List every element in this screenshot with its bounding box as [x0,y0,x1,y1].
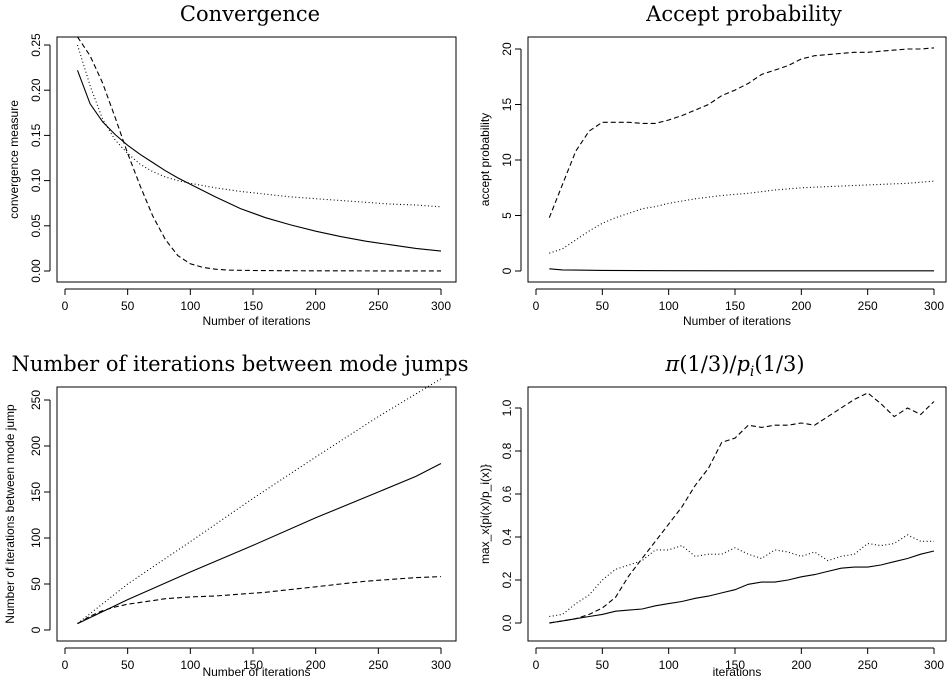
y-tick-label: 150 [29,482,43,502]
x-tick-label: 100 [180,299,200,313]
y-axis-label: convergence measure [7,100,21,219]
y-tick-label: 50 [29,577,43,591]
y-tick-label: 10 [500,153,514,167]
x-tick-label: 100 [659,299,679,313]
x-tick-label: 0 [533,299,540,313]
x-tick-label: 200 [791,299,811,313]
y-axis-label: max_x{pi(x)/p_i(x)} [478,464,492,564]
y-tick-label: 0.4 [500,528,514,545]
series-line-dashed [548,47,935,218]
y-tick-label: 0.15 [29,123,43,147]
x-tick-label: 50 [596,299,610,313]
chart-title: π(1/3)/pi(1/3) [664,352,804,380]
y-tick-label: 0.10 [29,169,43,193]
x-tick-label: 0 [62,658,69,672]
chart-panel-3: Number of iterations between mode jumps 0… [3,352,469,679]
series-line-solid [77,463,442,625]
y-axis-label: accept probability [478,113,492,206]
y-tick-label: 100 [29,528,43,548]
x-tick-label: 300 [431,299,451,313]
x-tick-label: 50 [596,658,610,672]
series-line-solid [76,70,442,252]
x-tick-label: 50 [121,299,135,313]
series-line-solid [549,268,934,272]
x-axis-label: Number of iterations [202,665,310,679]
x-tick-label: 150 [725,299,745,313]
x-tick-label: 250 [858,299,878,313]
y-tick-label: 250 [29,390,43,410]
x-tick-label: 200 [306,299,326,313]
y-tick-label: 0.0 [500,614,514,631]
x-axis-label: Number of iterations [683,314,791,328]
x-tick-label: 200 [791,658,811,672]
y-tick-label: 0.20 [29,78,43,102]
y-tick-label: 0 [29,626,43,633]
series-line-dotted [549,180,935,254]
x-tick-label: 200 [306,658,326,672]
chart-panel-4: π(1/3)/pi(1/3) 0 50 100 150 200 250 300 0.0 0.2 0.… [478,352,947,679]
y-tick-label: 200 [29,436,43,456]
y-axis-label: Number of iterations between mode jump [3,404,17,624]
series-line-solid [549,550,935,624]
y-tick-label: 0.00 [29,259,43,283]
series-line-dotted [549,534,934,618]
x-tick-label: 300 [431,658,451,672]
x-axis-label: iterations [713,665,762,679]
y-tick-label: 20 [500,42,514,56]
series-line-dashed [77,36,441,272]
x-tick-label: 100 [180,658,200,672]
series-line-dotted [77,378,442,625]
y-tick-label: 1.0 [500,399,514,416]
y-tick-label: 0.25 [29,33,43,57]
x-tick-label: 100 [659,658,679,672]
x-tick-label: 300 [924,658,944,672]
plot-frame [56,36,457,283]
chart-title: Convergence [180,2,320,26]
chart-panel-1: Convergence 0 50 100 150 200 250 300 0.00 0.05 0.1… [7,2,457,328]
x-tick-label: 150 [243,299,263,313]
x-tick-label: 150 [243,658,263,672]
plot-frame [56,386,457,642]
x-tick-label: 50 [121,658,135,672]
x-tick-label: 300 [924,299,944,313]
y-tick-label: 15 [500,98,514,112]
x-tick-label: 250 [368,658,388,672]
y-tick-label: 0.8 [500,442,514,459]
y-tick-label: 0.05 [29,214,43,238]
chart-panel-2: Accept probability 0 50 100 150 200 250 300 0 5 10… [478,2,947,328]
plot-frame [527,386,947,642]
x-tick-label: 0 [62,299,69,313]
series-line-dashed [77,576,442,625]
x-tick-label: 250 [858,658,878,672]
series-line-dashed [549,392,935,624]
x-tick-label: 150 [725,658,745,672]
y-tick-label: 5 [500,212,514,219]
x-axis-label: Number of iterations [202,314,310,328]
y-tick-label: 0.6 [500,485,514,502]
x-tick-label: 250 [368,299,388,313]
plot-frame [527,36,947,283]
y-tick-label: 0.2 [500,571,514,588]
chart-title: Accept probability [645,2,842,26]
chart-title: Number of iterations between mode jumps [11,352,468,376]
series-line-dotted [76,44,442,208]
x-tick-label: 0 [533,658,540,672]
y-tick-label: 0 [500,267,514,274]
